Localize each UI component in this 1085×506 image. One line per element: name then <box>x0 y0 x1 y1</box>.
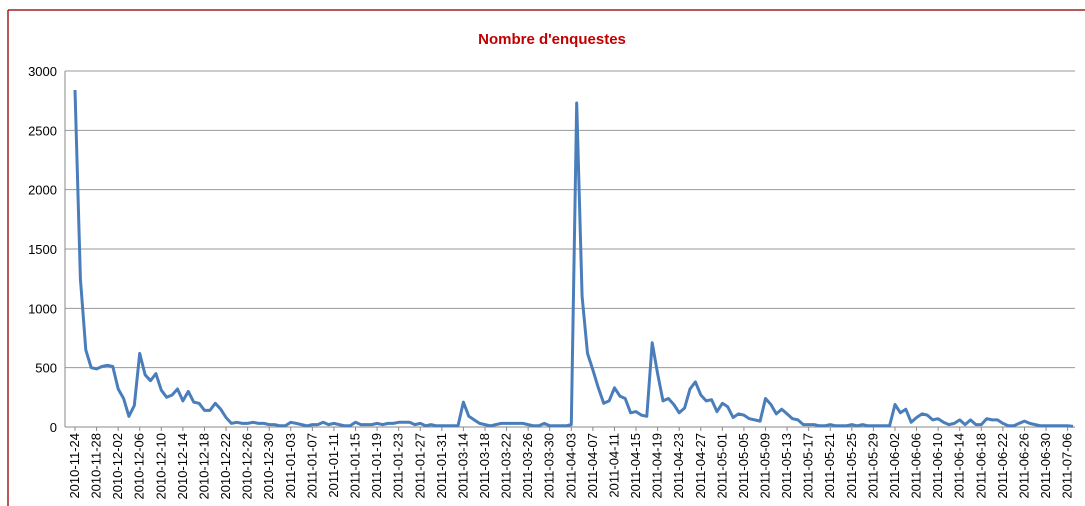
x-tick-label: 2011-05-17 <box>801 433 816 499</box>
x-tick-label: 2010-12-22 <box>218 433 233 500</box>
x-tick-label: 2011-06-06 <box>909 433 924 499</box>
x-tick-label: 2011-01-27 <box>412 433 427 499</box>
x-tick-label: 2011-04-15 <box>628 433 643 499</box>
data-line <box>73 89 1074 428</box>
chart-title: Nombre d'enquestes <box>478 31 626 48</box>
x-tick-label: 2010-12-18 <box>196 433 211 500</box>
x-tick-label: 2011-01-23 <box>391 433 406 499</box>
x-tick-label: 2011-03-30 <box>542 433 557 499</box>
x-tick-label: 2011-04-19 <box>650 433 665 499</box>
x-tick-label: 2011-05-21 <box>822 433 837 499</box>
x-tick-label: 2011-04-23 <box>671 433 686 499</box>
x-tick-label: 2011-01-03 <box>283 433 298 499</box>
y-tick-label: 1500 <box>28 242 57 257</box>
x-tick-label: 2010-12-10 <box>153 433 168 500</box>
x-tick-label: 2010-11-28 <box>89 433 104 499</box>
x-tick-label: 2011-06-14 <box>952 433 967 499</box>
x-tick-label: 2011-03-26 <box>520 433 535 499</box>
x-tick-label: 2010-11-24 <box>67 433 82 499</box>
x-tick-label: 2011-01-19 <box>369 433 384 499</box>
x-tick-label: 2011-03-14 <box>455 433 470 499</box>
y-tick-label: 1000 <box>28 301 57 316</box>
x-tick-label: 2011-01-15 <box>348 433 363 499</box>
x-tick-label: 2011-03-18 <box>477 433 492 499</box>
x-tick-label: 2010-12-02 <box>110 433 125 500</box>
x-tick-label: 2011-05-25 <box>844 433 859 499</box>
x-tick-label: 2011-01-07 <box>304 433 319 499</box>
x-tick-label: 2011-06-30 <box>1038 433 1053 499</box>
x-tick-label: 2011-06-26 <box>1016 433 1031 499</box>
x-tick-label: 2010-12-14 <box>175 433 190 500</box>
x-tick-label: 2011-04-07 <box>585 433 600 499</box>
x-tick-label: 2011-05-13 <box>779 433 794 499</box>
x-tick-label: 2011-06-22 <box>995 433 1010 499</box>
x-tick-label: 2010-12-30 <box>261 433 276 500</box>
x-tick-label: 2011-06-02 <box>887 433 902 499</box>
x-tick-label: 2011-04-11 <box>606 433 621 498</box>
y-tick-label: 2000 <box>28 183 57 198</box>
x-tick-label: 2011-05-01 <box>714 433 729 499</box>
x-tick-label: 2011-05-29 <box>865 433 880 499</box>
x-tick-label: 2011-04-03 <box>563 433 578 499</box>
y-tick-label: 0 <box>50 420 57 435</box>
x-tick-label: 2011-01-31 <box>434 433 449 499</box>
y-tick-label: 3000 <box>28 64 57 79</box>
x-tick-label: 2010-12-26 <box>240 433 255 500</box>
x-tick-label: 2011-05-09 <box>758 433 773 499</box>
y-tick-label: 2500 <box>28 123 57 138</box>
x-tick-label: 2011-01-11 <box>326 433 341 498</box>
x-tick-label: 2011-07-06 <box>1060 433 1075 499</box>
y-tick-label: 500 <box>35 361 57 376</box>
x-tick-label: 2011-05-05 <box>736 433 751 499</box>
x-tick-label: 2010-12-06 <box>132 433 147 500</box>
x-tick-label: 2011-06-10 <box>930 433 945 499</box>
x-tick-label: 2011-06-18 <box>973 433 988 499</box>
x-tick-label: 2011-03-22 <box>499 433 514 499</box>
x-tick-label: 2011-04-27 <box>693 433 708 499</box>
